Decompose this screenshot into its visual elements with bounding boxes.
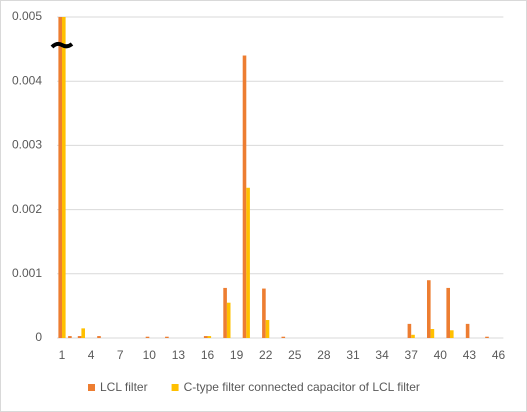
bar [407,323,412,338]
bar [207,336,212,338]
bar [427,280,431,338]
x-tick-label: 1 [59,348,66,362]
bar [281,336,286,338]
x-tick-label: 7 [117,348,124,362]
y-tick-label: 0.005 [12,9,42,23]
legend-swatch [171,384,179,391]
x-tick-label: 31 [346,348,360,362]
x-tick-label: 28 [317,348,331,362]
y-tick-label: 0.004 [12,73,42,87]
labels: 0 0.001 0.002 0.003 0.004 0.005 1 4 7 10 13 16 19 22 2… [12,9,506,394]
bar [203,336,208,338]
bars [58,17,489,339]
x-tick-label: 19 [230,348,244,362]
x-tick-label: 40 [434,348,448,362]
axis-break [50,41,74,49]
bar [262,288,266,338]
x-tick-label: 22 [259,348,273,362]
bar [411,334,415,338]
bar [465,323,470,338]
legend-label: LCL filter [100,380,148,394]
x-tick-label: 46 [492,348,506,362]
bar [223,287,227,338]
bar [62,17,66,338]
x-tick-label: 43 [463,348,477,362]
y-tick-label: 0.003 [12,138,42,152]
bar [145,336,150,338]
bar [430,329,435,338]
bar [450,330,454,338]
legend-label: C-type filter connected capacitor of LCL… [184,380,420,394]
bar [226,302,231,338]
bar [485,336,489,338]
x-tick-label: 16 [201,348,215,362]
y-tick-label: 0.002 [12,202,42,216]
x-tick-label: 13 [172,348,186,362]
y-tick-label: 0.001 [12,266,42,280]
x-tick-label: 34 [375,348,389,362]
bar [77,336,82,338]
bar [165,336,169,338]
bar [81,328,85,338]
x-tick-label: 37 [405,348,419,362]
bar [246,187,250,338]
x-tick-label: 25 [288,348,302,362]
legend-swatch [88,384,95,391]
bar [265,320,270,338]
bar [242,55,247,339]
bar [58,17,62,338]
bar [68,336,72,338]
bar [446,287,450,338]
x-tick-label: 10 [143,348,157,362]
bar [97,336,101,338]
x-tick-label: 4 [88,348,95,362]
y-tick-label: 0 [35,330,42,344]
